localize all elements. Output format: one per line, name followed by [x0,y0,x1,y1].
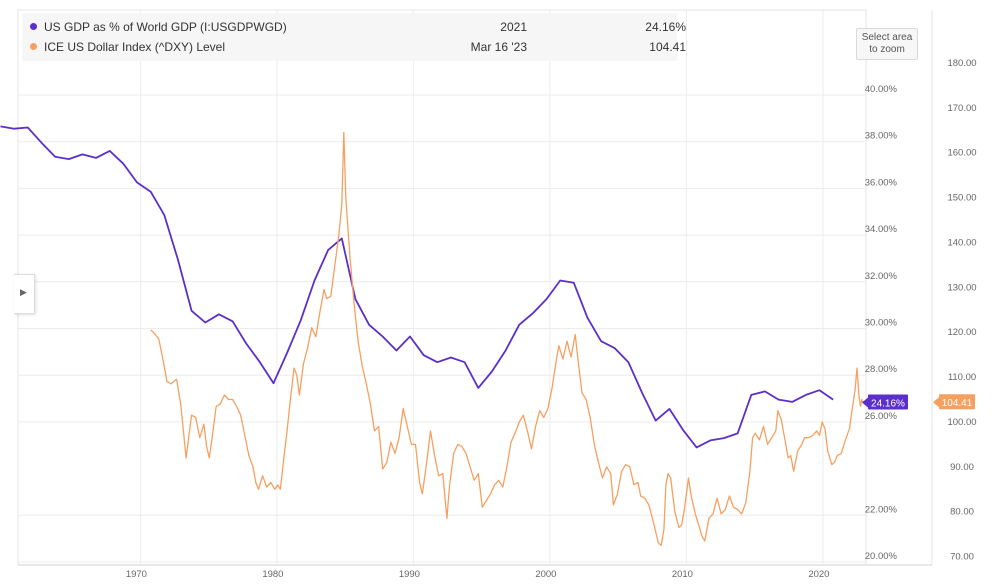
y-right-tick-label: 80.00 [950,507,974,518]
y-right-tick-label: 170.00 [947,103,976,114]
legend-row-dxy: ICE US Dollar Index (^DXY) Level Mar 16 … [22,37,686,57]
gdp-badge-pointer [862,397,868,408]
legend-row-gdp: US GDP as % of World GDP (I:USGDPWGD) 20… [22,17,686,37]
plot-frame [17,9,867,566]
y-left-tick-label: 34.00% [865,224,898,235]
legend-value-dxy: 104.41 [649,40,686,54]
legend-value-gdp: 24.16% [645,20,686,34]
dxy-last-value-badge [939,394,975,410]
gdp-last-value-label: 24.16% [871,399,905,410]
y-left-tick-label: 40.00% [865,84,898,95]
zoom-button-line1: Select area [861,32,913,43]
gdp-series-dot [30,23,37,30]
y-left-tick-label: 28.00% [865,364,898,375]
expand-side-panel-tab[interactable]: ▶ [14,274,35,314]
legend-date-gdp: 2021 [500,20,527,34]
select-area-zoom-button[interactable]: Select area to zoom [856,28,918,60]
y-right-tick-label: 100.00 [947,417,976,428]
y-right-tick-label: 150.00 [947,193,976,204]
zoom-button-line2: to zoom [869,44,905,55]
x-tick-label: 2010 [672,569,693,580]
y-left-tick-label: 20.00% [865,551,898,562]
y-left-tick-label: 32.00% [865,271,898,282]
legend-name-gdp: US GDP as % of World GDP (I:USGDPWGD) [44,20,287,34]
legend-date-dxy: Mar 16 '23 [470,40,527,54]
y-right-tick-label: 130.00 [947,282,976,293]
dxy-last-value-label: 104.41 [942,398,973,409]
legend-name-dxy: ICE US Dollar Index (^DXY) Level [44,40,226,54]
gdp-last-value-badge [868,394,908,410]
y-right-tick-label: 110.00 [948,372,976,383]
y-left-tick-label: 36.00% [865,177,898,188]
y-right-tick-label: 140.00 [947,237,976,248]
x-tick-label: 1980 [262,569,283,580]
y-left-tick-label: 26.00% [865,411,898,422]
y-right-tick-label: 180.00 [947,58,976,69]
y-right-tick-label: 70.00 [950,552,974,563]
x-tick-label: 2000 [535,569,556,580]
y-right-tick-label: 90.00 [950,462,974,473]
x-tick-label: 1970 [126,569,147,580]
gdp-series-line[interactable] [0,125,834,449]
y-right-tick-label: 160.00 [947,148,976,159]
y-left-tick-label: 30.00% [865,318,898,329]
chart-legend: US GDP as % of World GDP (I:USGDPWGD) 20… [22,13,686,61]
x-tick-label: 1990 [399,569,420,580]
dxy-badge-pointer [933,397,939,408]
y-right-tick-label: 120.00 [947,327,976,338]
x-tick-label: 2020 [808,569,829,580]
y-left-tick-label: 22.00% [865,504,898,515]
dxy-series-line[interactable] [150,131,864,547]
chevron-right-icon: ▶ [20,287,27,297]
dxy-series-dot [30,43,37,50]
y-left-tick-label: 38.00% [865,131,898,142]
